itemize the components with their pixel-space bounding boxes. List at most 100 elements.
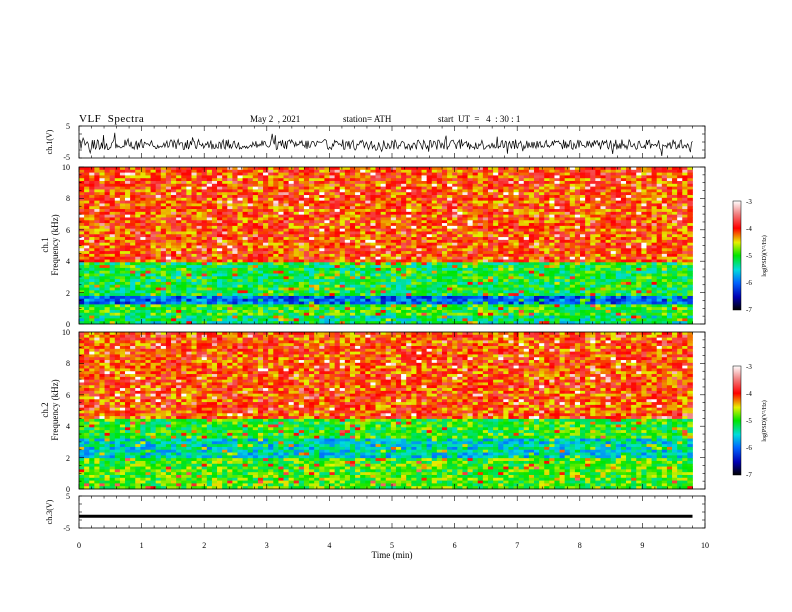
spectrogram-cell: [457, 172, 463, 176]
spectrogram-cell: [462, 167, 468, 171]
spectrogram-cell: [595, 265, 601, 269]
spectrogram-cell: [452, 197, 458, 202]
spectrogram-cell: [554, 175, 560, 179]
spectrogram-cell: [89, 234, 95, 238]
spectrogram-cell: [145, 223, 151, 227]
spectrogram-cell: [672, 167, 678, 171]
spectrogram-cell: [416, 183, 422, 188]
spectrogram-cell: [247, 192, 254, 196]
spectrogram-cell: [278, 248, 284, 252]
spectrogram-cell: [140, 262, 146, 266]
spectrogram-cell: [390, 181, 397, 185]
spectrogram-cell: [140, 172, 146, 176]
spectrogram-cell: [263, 220, 269, 224]
spectrogram-cell: [457, 259, 463, 263]
spectrogram-cell: [171, 270, 177, 274]
spectrogram-cell: [534, 242, 540, 246]
spectrogram-cell: [457, 186, 463, 190]
spectrogram-cell: [426, 253, 433, 258]
spectrogram-cell: [539, 181, 545, 185]
spectrogram-cell: [431, 200, 438, 204]
spectrogram-cell: [498, 279, 504, 283]
spectrogram-cell: [145, 228, 151, 232]
spectrogram-cell: [99, 200, 105, 204]
spectrogram-cell: [646, 265, 652, 269]
spectrogram-cell: [600, 265, 606, 269]
spectrogram-cell: [242, 276, 249, 280]
spectrogram-cell: [431, 228, 438, 232]
spectrogram-cell: [569, 276, 576, 280]
spectrogram-cell: [544, 256, 550, 260]
spectrogram-cell: [559, 206, 566, 210]
spectrogram-cell: [186, 217, 192, 221]
spectrogram-cell: [554, 178, 560, 182]
spectrogram-cell: [242, 234, 249, 238]
spectrogram-cell: [227, 270, 233, 274]
spectrogram-cell: [436, 220, 443, 224]
spectrogram-cell: [564, 197, 571, 202]
spectrogram-cell: [201, 267, 208, 272]
spectrogram-cell: [620, 178, 627, 182]
spectrogram-cell: [656, 203, 663, 207]
spectrogram-cell: [641, 206, 647, 210]
spectrogram-cell: [677, 242, 683, 246]
spectrogram-cell: [186, 183, 192, 188]
spectrogram-cell: [130, 206, 136, 210]
spectrogram-cell: [416, 237, 422, 241]
spectrogram-cell: [232, 209, 238, 213]
spectrogram-cell: [595, 195, 601, 199]
spectrogram-cell: [211, 228, 218, 232]
spectrogram-cell: [651, 186, 658, 190]
spectrogram-cell: [227, 186, 233, 190]
spectrogram-cell: [135, 197, 141, 202]
spectrogram-cell: [84, 220, 90, 224]
spectrogram-cell: [539, 253, 545, 258]
spectrogram-cell: [222, 256, 228, 260]
spectrogram-cell: [426, 223, 433, 227]
spectrogram-cell: [534, 220, 540, 224]
spectrogram-cell: [140, 220, 146, 224]
spectrogram-cell: [355, 214, 361, 218]
spectrogram-cell: [355, 281, 361, 286]
spectrogram-cell: [319, 267, 325, 272]
spectrogram-cell: [615, 245, 622, 249]
spectrogram-cell: [462, 217, 468, 221]
spectrogram-cell: [569, 197, 576, 202]
spectrogram-cell: [186, 225, 192, 230]
spectrogram-cell: [344, 237, 351, 241]
spectrogram-cell: [651, 172, 658, 176]
spectrogram-cell: [610, 220, 617, 224]
spectrogram-cell: [283, 248, 289, 252]
spectrogram-cell: [636, 209, 642, 213]
spectrogram-cell: [232, 175, 238, 179]
spectrogram-cell: [130, 242, 136, 246]
spectrogram-cell: [150, 270, 157, 274]
spectrogram-cell: [421, 251, 428, 255]
spectrogram-cell: [206, 262, 213, 266]
spectrogram-cell: [217, 181, 223, 185]
spectrogram-cell: [293, 211, 300, 216]
spectrogram-cell: [406, 197, 412, 202]
spectrogram-cell: [401, 273, 407, 277]
spectrogram-cell: [436, 245, 443, 249]
spectrogram-cell: [380, 281, 387, 286]
spectrogram-cell: [329, 253, 336, 258]
spectrogram-cell: [493, 186, 499, 190]
spectrogram-cell: [227, 220, 233, 224]
spectrogram-cell: [523, 242, 530, 246]
spectrogram-cell: [544, 265, 550, 269]
spectrogram-cell: [283, 253, 289, 258]
spectrogram-cell: [528, 248, 535, 252]
spectrogram-cell: [498, 273, 504, 277]
spectrogram-cell: [176, 228, 182, 232]
spectrogram-cell: [462, 248, 468, 252]
spectrogram-cell: [682, 237, 688, 241]
spectrogram-cell: [549, 186, 555, 190]
spectrogram-cell: [109, 279, 116, 283]
spectrogram-cell: [666, 203, 673, 207]
spectrogram-cell: [355, 189, 361, 193]
spectrogram-cell: [651, 181, 658, 185]
spectrogram-cell: [656, 192, 663, 196]
spectrogram-cell: [370, 262, 376, 266]
spectrogram-cell: [242, 228, 249, 232]
